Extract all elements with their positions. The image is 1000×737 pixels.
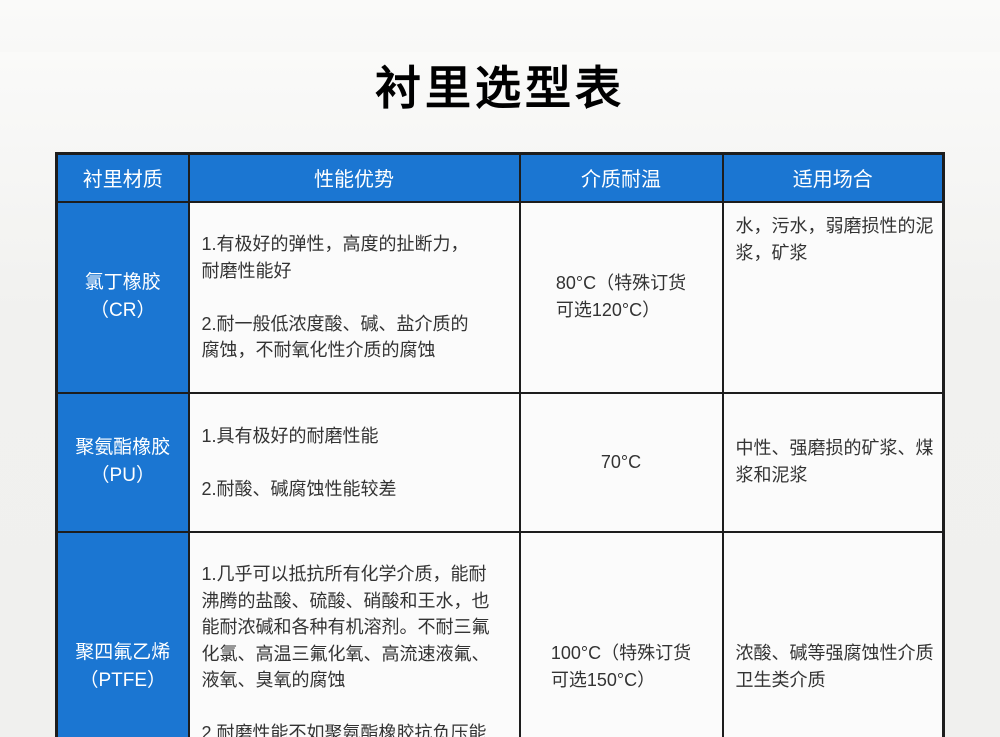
material-cell: 聚四氟乙烯 （PTFE） — [55, 530, 190, 737]
advantage-item: 2.耐一般低浓度酸、碱、盐介质的 腐蚀，不耐氧化性介质的腐蚀 — [201, 313, 469, 361]
temperature-text: 70°C — [600, 451, 642, 472]
material-cell: 氯丁橡胶 （CR） — [55, 200, 190, 394]
advantage-item: 2.耐磨性能不如聚氨酯橡胶抗负压能 力不如氯丁橡胶 — [201, 723, 487, 737]
material-code: （PU） — [90, 465, 155, 487]
table-row-pu: 聚氨酯橡胶 （PU） 1.具有极好的耐磨性能 2.耐酸、碱腐蚀性能较差 70°C… — [55, 392, 945, 533]
table-header-row: 衬里材质 性能优势 介质耐温 适用场合 — [55, 152, 945, 203]
material-name: 聚氨酯橡胶 — [75, 437, 171, 459]
lining-selection-table: 衬里材质 性能优势 介质耐温 适用场合 氯丁橡胶 （CR） 1.有极好的弹性，高… — [55, 152, 945, 737]
header-cell-material: 衬里材质 — [55, 152, 190, 203]
page-title: 衬里选型表 — [375, 62, 625, 114]
temperature-text: 80°C（特殊订货 可选120°C） — [555, 273, 687, 321]
temperature-cell: 70°C — [518, 392, 724, 533]
advantage-item: 1.有极好的弹性，高度的扯断力， 耐磨性能好 — [201, 234, 469, 281]
temperature-text: 100°C（特殊订货 可选150°C） — [550, 643, 692, 690]
advantages-cell: 1.有极好的弹性，高度的扯断力， 耐磨性能好 2.耐一般低浓度酸、碱、盐介质的 … — [187, 200, 521, 394]
advantage-item: 1.几乎可以抵抗所有化学介质，能耐 沸腾的盐酸、硫酸、硝酸和王水，也 能耐浓碱和… — [201, 564, 490, 690]
applications-cell: 浓酸、碱等强腐蚀性介质 卫生类介质 — [721, 530, 945, 737]
advantages-cell: 1.几乎可以抵抗所有化学介质，能耐 沸腾的盐酸、硫酸、硝酸和王水，也 能耐浓碱和… — [187, 530, 521, 737]
temperature-cell: 100°C（特殊订货 可选150°C） — [518, 530, 724, 737]
advantage-item: 2.耐酸、碱腐蚀性能较差 — [201, 478, 397, 499]
advantages-cell: 1.具有极好的耐磨性能 2.耐酸、碱腐蚀性能较差 — [187, 392, 521, 533]
header-cell-advantages: 性能优势 — [187, 152, 521, 203]
temperature-cell: 80°C（特殊订货 可选120°C） — [518, 200, 724, 394]
header-cell-applications: 适用场合 — [721, 152, 945, 203]
material-cell: 聚氨酯橡胶 （PU） — [55, 392, 190, 533]
header-cell-temperature: 介质耐温 — [518, 152, 724, 203]
advantage-item: 1.具有极好的耐磨性能 — [201, 425, 379, 446]
material-code: （PTFE） — [79, 670, 167, 691]
material-name: 氯丁橡胶 — [84, 272, 161, 294]
applications-cell: 中性、强磨损的矿浆、煤 浆和泥浆 — [721, 392, 945, 533]
table-row-cr: 氯丁橡胶 （CR） 1.有极好的弹性，高度的扯断力， 耐磨性能好 2.耐一般低浓… — [55, 200, 945, 394]
applications-cell: 水，污水，弱磨损性的泥 浆，矿浆 — [721, 200, 945, 394]
material-name: 聚四氟乙烯 — [75, 642, 171, 663]
material-code: （CR） — [90, 300, 156, 322]
table-row-ptfe: 聚四氟乙烯 （PTFE） 1.几乎可以抵抗所有化学介质，能耐 沸腾的盐酸、硫酸、… — [55, 530, 945, 737]
